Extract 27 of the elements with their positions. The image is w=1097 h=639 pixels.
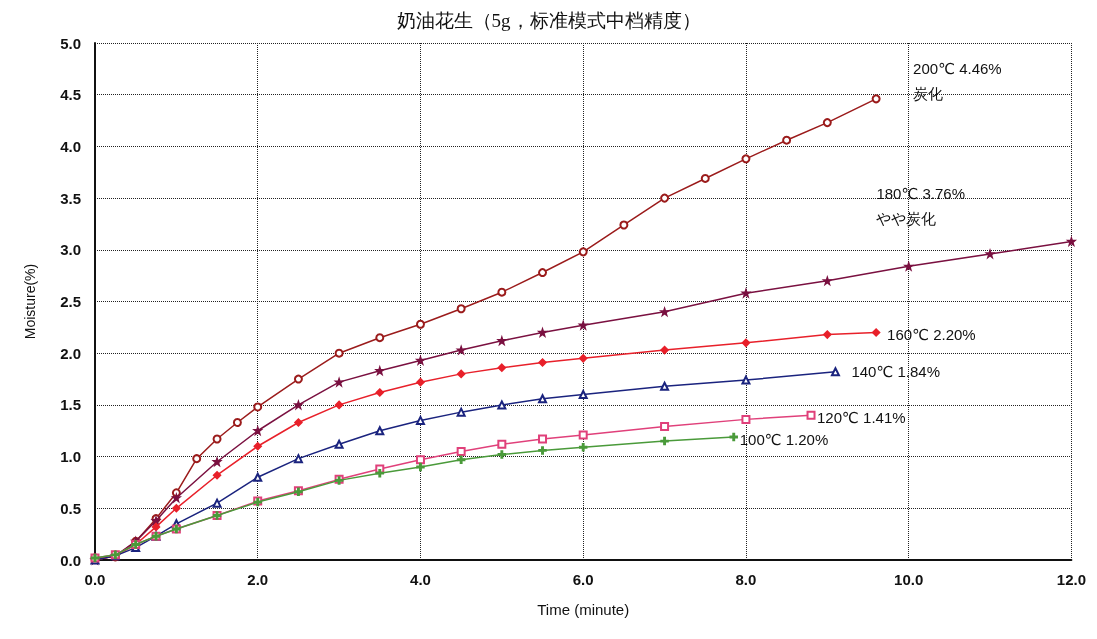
series-label: 100℃ 1.20% bbox=[739, 431, 829, 449]
x-tick-label: 0.0 bbox=[84, 571, 106, 588]
x-tick-label: 10.0 bbox=[894, 571, 924, 588]
y-axis-title: Moisture(%) bbox=[22, 263, 38, 340]
x-tick-label: 4.0 bbox=[410, 571, 431, 588]
y-tick-label: 1.0 bbox=[60, 448, 81, 466]
y-tick-label: 1.5 bbox=[60, 396, 81, 414]
x-axis-title: Time (minute) bbox=[537, 601, 630, 618]
y-tick-label: 0.0 bbox=[60, 551, 81, 569]
y-tick-label: 3.0 bbox=[60, 241, 81, 259]
y-tick-label: 2.5 bbox=[60, 293, 81, 310]
chart-title: 奶油花生（5g，标准模式中档精度） bbox=[396, 10, 701, 31]
y-tick-label: 4.0 bbox=[60, 137, 81, 155]
y-tick-label: 4.5 bbox=[60, 86, 81, 104]
x-tick-label: 6.0 bbox=[572, 571, 594, 588]
x-tick-label: 8.0 bbox=[735, 571, 757, 588]
series-label: 120℃ 1.41% bbox=[817, 408, 906, 426]
y-tick-label: 3.5 bbox=[60, 189, 81, 207]
text: 180℃ 3.76% やや炭化 bbox=[876, 184, 965, 227]
y-tick-label: 5.0 bbox=[60, 34, 81, 52]
x-tick-label: 12.0 bbox=[1056, 571, 1086, 588]
series-label: 140℃ 1.84% bbox=[851, 363, 941, 381]
y-tick-label: 0.5 bbox=[60, 499, 81, 517]
x-tick-label: 2.0 bbox=[247, 571, 269, 588]
text: 200℃ 4.46% 炭化 bbox=[913, 59, 1002, 102]
series-label: 160℃ 2.20% bbox=[887, 326, 976, 344]
y-tick-label: 2.0 bbox=[60, 344, 81, 362]
